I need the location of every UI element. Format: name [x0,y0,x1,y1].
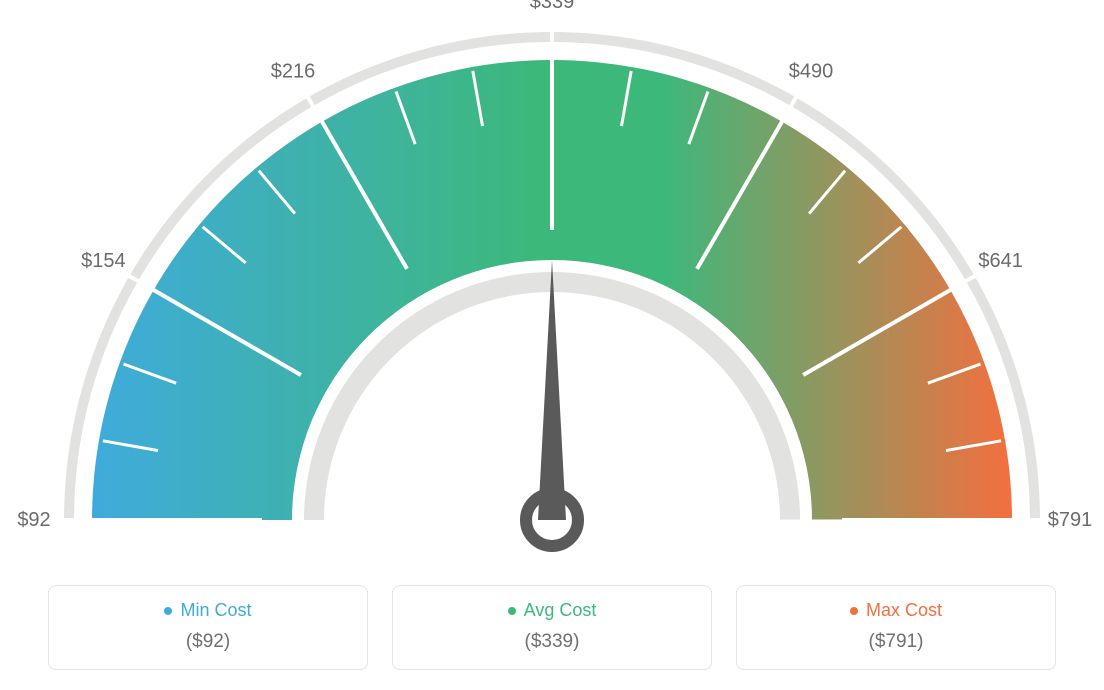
legend-title-avg: Avg Cost [508,600,597,621]
legend-value-max: ($791) [747,631,1045,653]
legend-card-max: Max Cost ($791) [736,585,1056,670]
legend-label-min: Min Cost [180,600,251,621]
legend-card-avg: Avg Cost ($339) [392,585,712,670]
gauge-tick-label: $641 [978,250,1023,272]
gauge-tick-label: $216 [271,60,316,82]
legend-value-avg: ($339) [403,631,701,653]
gauge-area: $92 $154 $216 $339 $490 $641 $791 [0,0,1104,560]
legend-title-max: Max Cost [850,600,942,621]
legend-value-min: ($92) [59,631,357,653]
legend-card-min: Min Cost ($92) [48,585,368,670]
legend-dot-min [164,607,172,615]
gauge-tick-label: $339 [530,0,575,13]
gauge-tick-label: $92 [17,509,50,531]
legend-row: Min Cost ($92) Avg Cost ($339) Max Cost … [0,585,1104,670]
legend-label-max: Max Cost [866,600,942,621]
gauge-needle [538,260,566,520]
legend-title-min: Min Cost [164,600,251,621]
gauge-tick-label: $791 [1048,509,1093,531]
legend-label-avg: Avg Cost [524,600,597,621]
legend-dot-avg [508,607,516,615]
gauge-tick-label: $154 [81,250,126,272]
gauge-svg: $92 $154 $216 $339 $490 $641 $791 [0,0,1104,560]
gauge-tick-label: $490 [789,60,834,82]
legend-dot-max [850,607,858,615]
gauge-chart-container: $92 $154 $216 $339 $490 $641 $791 Min Cost ($9… [0,0,1104,690]
